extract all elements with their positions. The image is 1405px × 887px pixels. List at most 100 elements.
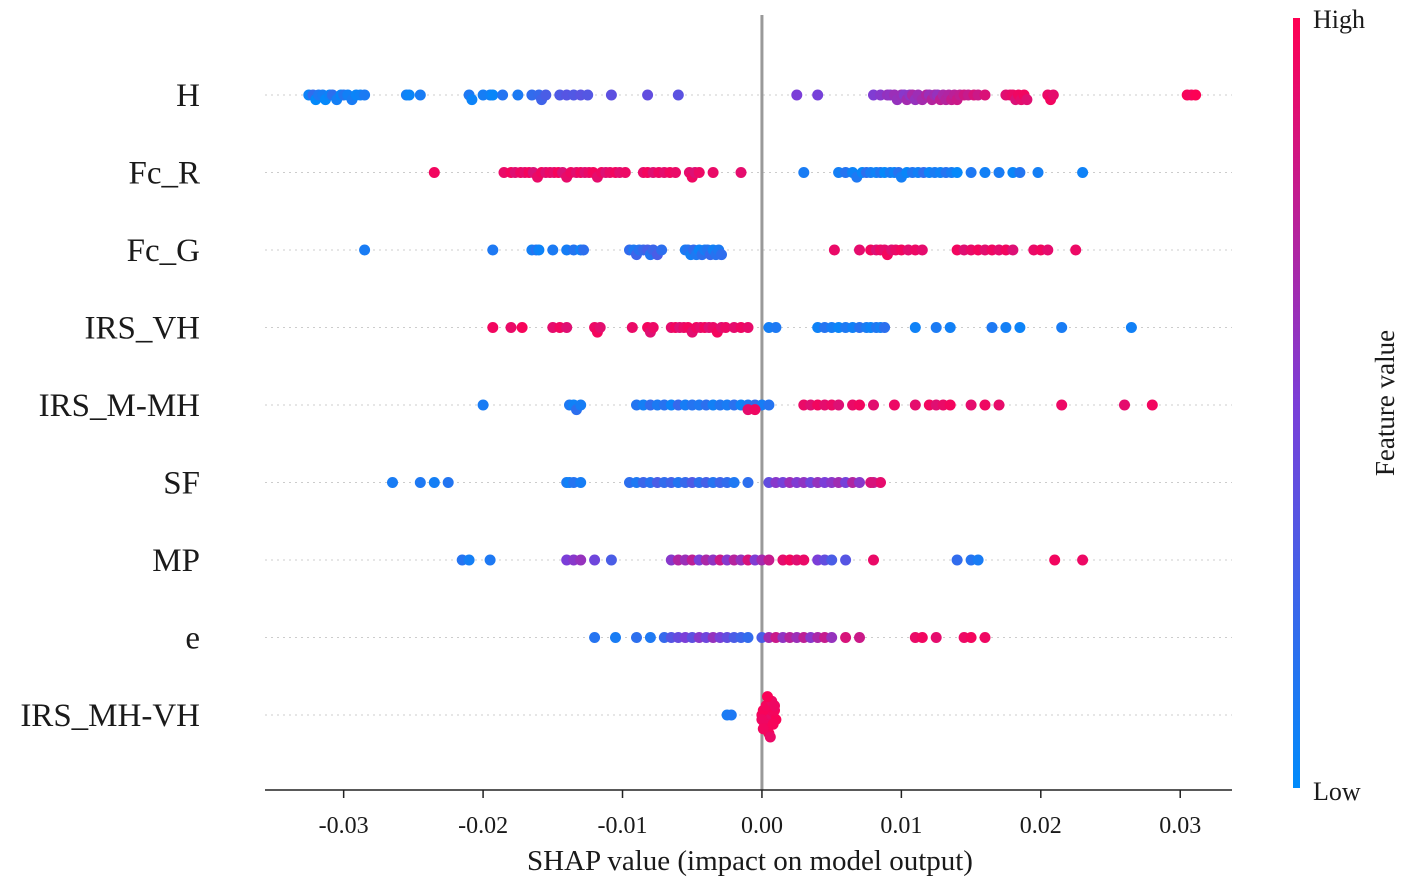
- shap-point-irs-vh: [742, 322, 754, 333]
- shap-point-irs-vh: [930, 322, 942, 333]
- feature-label-mp: MP: [152, 543, 200, 579]
- shap-point-fc-r: [951, 167, 963, 178]
- shap-point-fc-r: [1077, 167, 1089, 178]
- shap-point-h: [1190, 89, 1202, 101]
- shap-point-mp: [463, 554, 475, 566]
- x-tick-label: -0.01: [598, 813, 648, 839]
- shap-point-irs-vh: [879, 322, 891, 333]
- shap-point-irs-m-mh: [993, 399, 1005, 411]
- shap-point-h: [642, 89, 654, 101]
- feature-label-h: H: [176, 78, 200, 114]
- shap-point-mp: [575, 554, 587, 566]
- shap-point-fc-r: [707, 167, 719, 178]
- shap-point-irs-vh: [909, 322, 921, 333]
- feature-label-e: e: [185, 621, 200, 657]
- x-tick-label: -0.03: [319, 813, 369, 839]
- points: [303, 89, 1202, 743]
- shap-point-irs-mh-vh: [762, 691, 773, 703]
- shap-point-irs-vh: [561, 322, 573, 333]
- shap-point-irs-m-mh: [888, 399, 900, 411]
- shap-point-e: [930, 632, 942, 643]
- shap-point-e: [916, 632, 928, 643]
- x-tick-label: 0.00: [741, 813, 783, 839]
- shap-point-h: [605, 89, 617, 101]
- shap-point-fc-g: [578, 244, 589, 256]
- shap-point-sf: [442, 477, 454, 488]
- shap-point-irs-vh: [720, 322, 732, 333]
- shap-point-sf: [414, 477, 426, 488]
- shap-point-mp: [589, 554, 601, 566]
- shap-point-irs-m-mh: [749, 404, 761, 416]
- shap-point-irs-vh: [516, 322, 528, 333]
- feature-label-sf: SF: [163, 466, 200, 502]
- shap-point-fc-g: [359, 244, 371, 256]
- shap-point-h: [487, 89, 499, 101]
- shap-point-fc-r: [619, 167, 631, 178]
- x-tick-label: 0.02: [1020, 813, 1062, 839]
- shap-point-fc-r: [693, 167, 705, 178]
- shap-point-h: [979, 89, 991, 101]
- shap-point-irs-m-mh: [909, 399, 921, 411]
- shap-point-mp: [484, 554, 496, 566]
- shap-point-irs-vh: [505, 322, 517, 333]
- colorbar-high-label: High: [1313, 5, 1365, 34]
- shap-point-irs-vh: [594, 322, 606, 333]
- shap-point-h: [1021, 94, 1033, 106]
- x-axis-label: SHAP value (impact on model output): [527, 845, 973, 877]
- feature-label-fc-g: Fc_G: [127, 233, 200, 269]
- shap-point-fc-r: [670, 167, 681, 178]
- shap-point-fc-r: [979, 167, 991, 178]
- shap-point-irs-mh-vh: [769, 700, 780, 712]
- shap-point-mp: [1049, 554, 1061, 566]
- shap-point-irs-mh-vh: [756, 714, 768, 726]
- shap-point-mp: [972, 554, 984, 566]
- shap-point-h: [403, 89, 415, 101]
- shap-point-e: [644, 632, 656, 643]
- shap-point-irs-mh-vh: [764, 731, 776, 743]
- shap-point-fc-r: [1032, 167, 1044, 178]
- shap-point-irs-m-mh: [575, 399, 587, 411]
- colorbar-low-label: Low: [1313, 777, 1361, 806]
- shap-point-e: [965, 632, 977, 643]
- shap-point-h: [672, 89, 684, 101]
- shap-point-irs-m-mh: [868, 399, 879, 411]
- shap-point-e: [742, 632, 754, 643]
- x-tick-label: 0.01: [880, 813, 922, 839]
- x-axis: -0.03 -0.02 -0.01 0.00 0.01 0.02 0.03: [265, 789, 1232, 839]
- x-tick-label: 0.03: [1159, 813, 1201, 839]
- shap-point-irs-vh: [1000, 322, 1012, 333]
- shap-point-irs-vh: [487, 322, 499, 333]
- shap-point-irs-m-mh: [477, 399, 489, 411]
- shap-point-fc-g: [716, 249, 727, 261]
- shap-point-irs-vh: [1056, 322, 1068, 333]
- shap-point-sf: [865, 477, 877, 488]
- shap-point-irs-m-mh: [854, 399, 865, 411]
- shap-point-sf: [875, 477, 886, 488]
- shap-point-irs-m-mh: [763, 399, 775, 411]
- shap-point-e: [589, 632, 601, 643]
- shap-point-irs-m-mh: [1119, 399, 1130, 411]
- feature-label-irs-m-mh: IRS_M-MH: [39, 388, 200, 424]
- shap-point-fc-r: [993, 167, 1005, 178]
- colorbar-gradient: [1293, 18, 1300, 788]
- shap-point-irs-mh-vh: [757, 723, 769, 735]
- shap-point-irs-m-mh: [944, 399, 956, 411]
- shap-point-sf: [728, 477, 740, 488]
- shap-point-irs-vh: [944, 322, 956, 333]
- shap-point-mp: [840, 554, 852, 566]
- feature-label-fc-r: Fc_R: [128, 156, 200, 192]
- feature-label-irs-mh-vh: IRS_MH-VH: [20, 698, 200, 734]
- shap-point-e: [840, 632, 852, 643]
- shap-point-mp: [605, 554, 617, 566]
- shap-point-sf: [575, 477, 587, 488]
- shap-point-fc-g: [1007, 244, 1019, 256]
- shap-point-h: [540, 89, 552, 101]
- shap-point-h: [791, 89, 803, 101]
- shap-point-mp: [826, 554, 838, 566]
- shap-point-fc-g: [916, 244, 928, 256]
- shap-point-fc-g: [1042, 244, 1054, 256]
- shap-point-fc-g: [854, 244, 865, 256]
- shap-point-irs-vh: [1014, 322, 1026, 333]
- x-tick-label: -0.02: [458, 813, 508, 839]
- shap-point-irs-vh: [770, 322, 782, 333]
